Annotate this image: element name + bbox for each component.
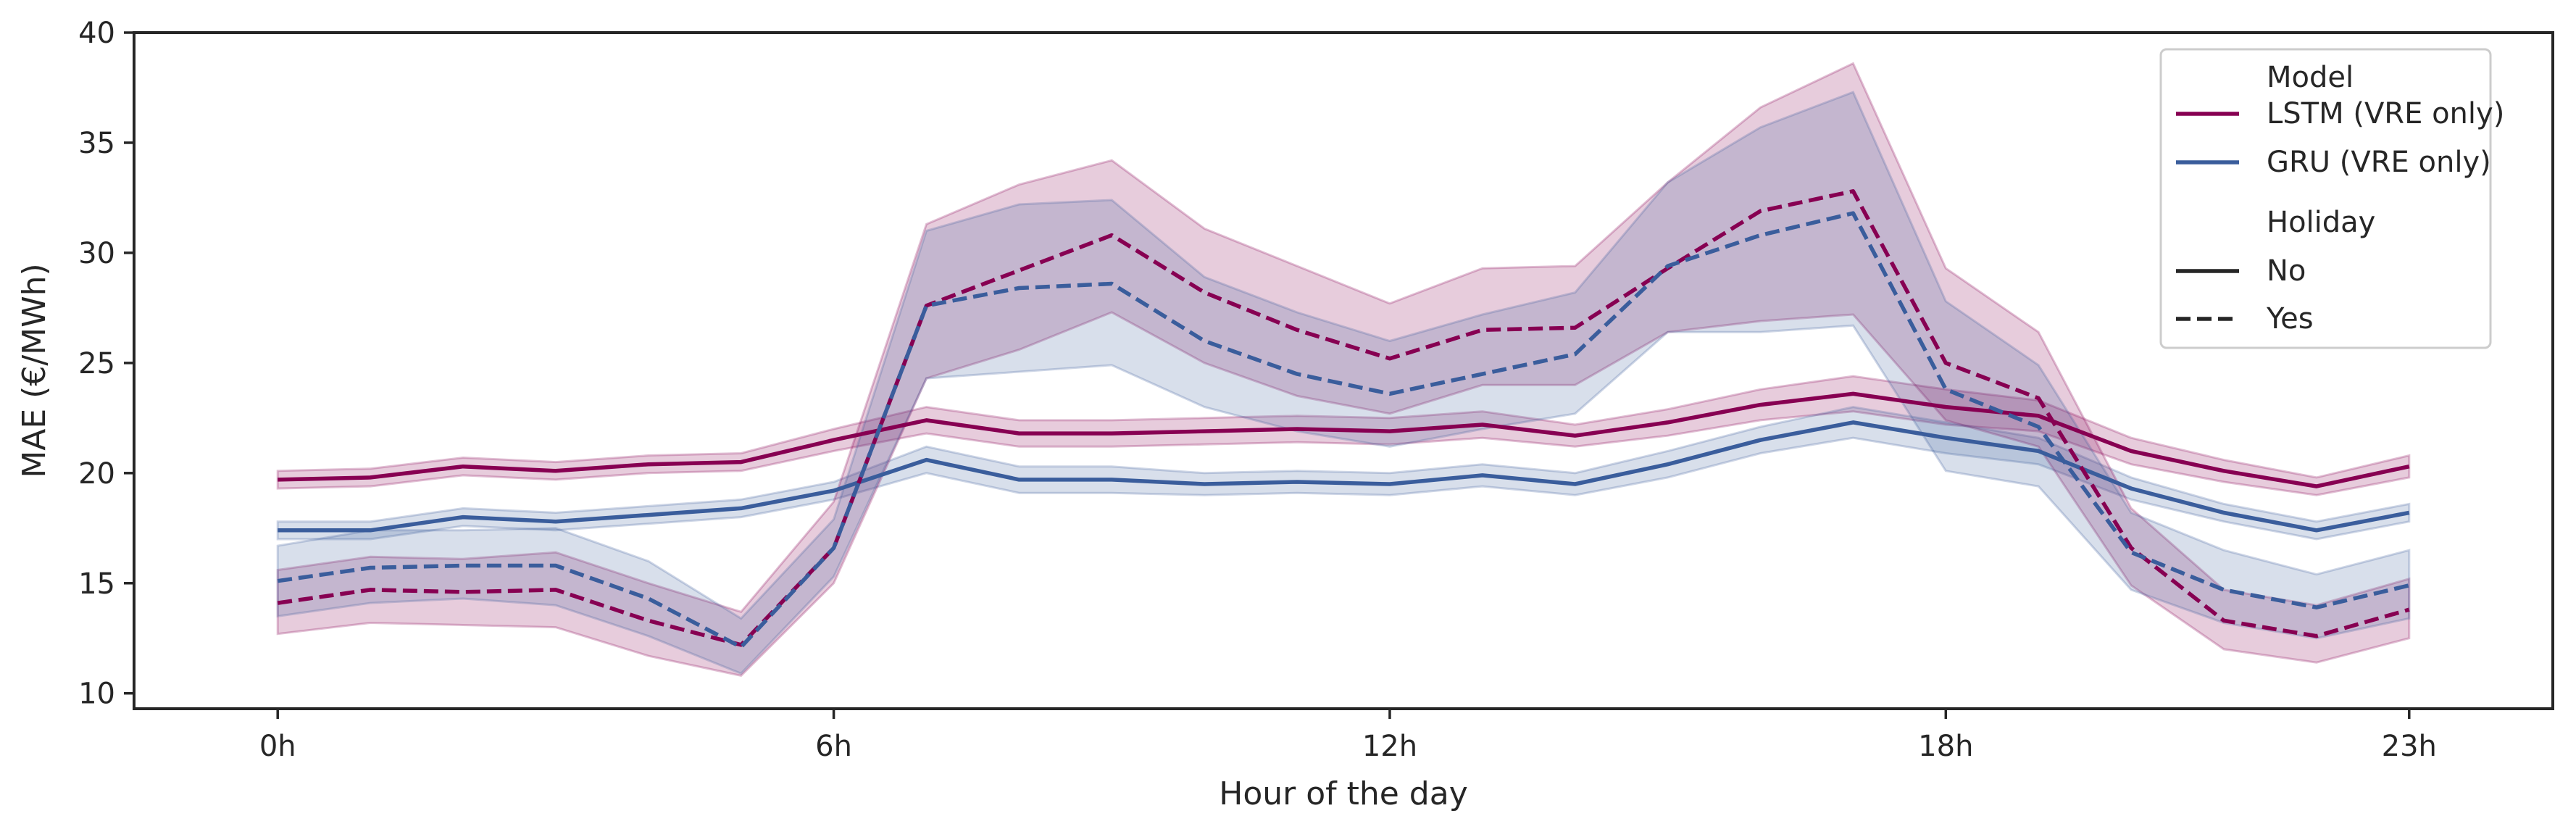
y-tick-label-4: 30: [78, 237, 115, 270]
confidence-bands: [276, 62, 2411, 678]
series-line-2: [277, 189, 2410, 647]
y-axis-label: MAE (€/MWh): [16, 263, 53, 478]
series-line-1: [278, 420, 2410, 533]
y-tick-label-0: 10: [78, 678, 115, 711]
legend-box: [2159, 48, 2492, 349]
y-tick-label-2: 20: [78, 457, 115, 491]
series-line-3: [277, 211, 2410, 649]
x-tick-label-1: 6h: [815, 730, 852, 763]
series-lines: [277, 189, 2410, 649]
confidence-band-2: [276, 62, 2411, 678]
legend-label-3: Yes: [2266, 302, 2314, 336]
legend-label-1: GRU (VRE only): [2267, 146, 2491, 179]
legend-label-2: No: [2267, 254, 2306, 288]
confidence-band-3: [276, 91, 2411, 675]
y-tick-label-6: 40: [78, 17, 115, 50]
legend-title-model: Model: [2267, 61, 2354, 94]
y-tick-label-5: 35: [78, 127, 115, 160]
legend: Model Holiday LSTM (VRE only) GRU (VRE only…: [2159, 48, 2504, 349]
x-tick-label-4: 23h: [2382, 730, 2437, 763]
y-tick-label-1: 15: [78, 567, 115, 601]
legend-label-0: LSTM (VRE only): [2267, 97, 2504, 130]
x-tick-label-2: 12h: [1362, 730, 1417, 763]
y-tick-label-3: 25: [78, 347, 115, 380]
legend-title-holiday: Holiday: [2267, 206, 2375, 239]
plot-area-frame: [133, 31, 2554, 710]
confidence-band-1: [276, 406, 2411, 541]
x-axis-label: Hour of the day: [1219, 775, 1468, 812]
x-tick-label-0: 0h: [259, 730, 296, 763]
confidence-band-0: [276, 375, 2411, 496]
axis-ticks: 0h 6h 12h 18h 23h 10 15 20 25 30 35 40: [78, 17, 2437, 763]
x-tick-label-3: 18h: [1918, 730, 1973, 763]
